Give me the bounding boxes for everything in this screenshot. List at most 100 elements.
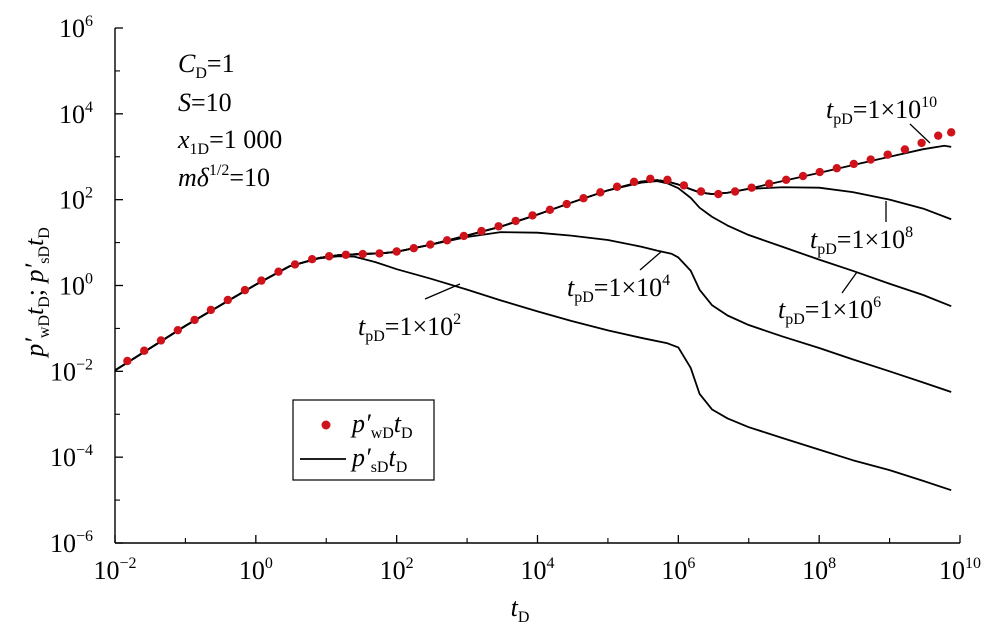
data-point-9 (274, 267, 283, 276)
y-label-sep: ; (20, 282, 49, 296)
data-point-32 (663, 175, 672, 185)
data-point-28 (596, 188, 605, 197)
data-point-1 (140, 346, 149, 355)
data-point-20 (459, 231, 469, 241)
label-tpd-1e8: tpD=1×108 (810, 201, 913, 258)
data-point-39 (781, 175, 791, 185)
data-point-36 (730, 187, 740, 196)
y-label-s2: D (36, 296, 53, 308)
x-tick-label-1: 100 (239, 555, 273, 585)
x-tick-label-5: 108 (802, 555, 836, 585)
curve-labels: tpD=1×1010 tpD=1×108 tpD=1×106 tpD=1×104… (358, 94, 937, 345)
y-label-s4: D (36, 227, 53, 239)
x-tick-label-0: 10−2 (93, 555, 136, 585)
data-point-7 (240, 285, 250, 295)
x-axis-label: tD (511, 593, 530, 626)
data-point-45 (883, 150, 892, 159)
legend-item-wd: p′wDtD (321, 409, 413, 442)
y-axis-label: p′wDtD; p′sDtD (20, 227, 53, 359)
legend-box (292, 399, 435, 481)
leader-line-1e4 (639, 250, 663, 271)
data-point-27 (579, 194, 588, 203)
data-point-43 (849, 159, 858, 169)
legend-item-sd: p′sDtD (300, 443, 407, 476)
leader-line-1e10 (909, 123, 931, 144)
legend-marker-dot (321, 420, 331, 430)
series-line-tpd-1e6 (114, 180, 952, 372)
data-point-42 (832, 164, 841, 173)
data-point-46 (900, 145, 910, 154)
x-label-main: t (511, 593, 519, 622)
y-label-p1: p′ (20, 338, 49, 359)
y-label-t1: t (20, 307, 49, 315)
data-point-13 (341, 250, 351, 259)
label-text-1e10: tpD=1×1010 (826, 94, 937, 128)
data-point-18 (426, 240, 435, 249)
data-point-26 (562, 199, 571, 209)
data-point-17 (409, 244, 418, 253)
param-cd: CD=1 (178, 49, 235, 82)
data-point-23 (511, 216, 520, 226)
label-tpd-1e6: tpD=1×106 (778, 271, 881, 328)
data-point-14 (358, 249, 367, 259)
data-point-19 (442, 236, 452, 245)
legend-label-wd: p′wDtD (350, 409, 413, 442)
legend-label-sd: p′sDtD (350, 443, 407, 476)
data-point-37 (747, 183, 756, 192)
label-tpd-1e2: tpD=1×102 (358, 283, 461, 345)
data-point-6 (223, 295, 233, 305)
label-text-1e4: tpD=1×104 (567, 272, 670, 306)
data-point-44 (866, 155, 875, 164)
parameters: CD=1 S=10 x1D=1 000 mδ1/2=10 (177, 49, 282, 192)
data-point-31 (646, 174, 655, 184)
y-tick-label-4: 102 (59, 185, 93, 215)
series-dots-wd (123, 128, 956, 366)
label-tpd-1e4: tpD=1×104 (567, 250, 670, 306)
param-mdelta: mδ1/2=10 (178, 162, 270, 192)
data-point-8 (257, 276, 266, 285)
data-point-22 (494, 222, 503, 231)
y-tick-label-0: 10−6 (50, 528, 93, 558)
label-text-1e8: tpD=1×108 (810, 224, 913, 258)
data-point-0 (123, 356, 132, 366)
y-tick-label-2: 10−2 (50, 356, 93, 386)
legend: p′wDtD p′sDtD (292, 399, 435, 481)
x-tick-label-2: 102 (380, 555, 414, 585)
data-point-11 (307, 255, 317, 264)
series-line-tpd-1e4 (114, 231, 952, 393)
data-point-4 (190, 315, 199, 325)
x-tick-label-4: 106 (661, 555, 695, 585)
series-line-tpd-1e8 (114, 179, 952, 372)
data-point-41 (815, 167, 824, 177)
data-point-2 (156, 336, 166, 345)
data-point-25 (545, 205, 555, 215)
param-x1d: x1D=1 000 (177, 125, 282, 158)
x-tick-label-3: 104 (521, 555, 555, 585)
y-label-s1: wD (36, 315, 53, 338)
x-label-sub: D (518, 609, 530, 626)
label-text-1e2: tpD=1×102 (358, 311, 461, 345)
data-point-29 (612, 182, 622, 191)
data-point-15 (375, 249, 384, 258)
data-point-40 (798, 171, 808, 181)
data-point-49 (947, 128, 956, 137)
y-tick-label-3: 100 (59, 271, 93, 301)
leader-line-1e2 (424, 283, 461, 300)
data-point-48 (933, 131, 943, 140)
data-point-21 (477, 226, 486, 236)
data-point-30 (629, 177, 639, 187)
leader-line-1e6 (841, 271, 858, 294)
y-label-s3: sD (36, 246, 53, 264)
data-point-5 (206, 305, 216, 315)
data-point-16 (392, 247, 401, 256)
data-point-10 (290, 260, 300, 269)
data-point-34 (696, 187, 706, 196)
data-point-38 (764, 179, 774, 188)
x-tick-label-6: 1010 (939, 555, 981, 585)
label-text-1e6: tpD=1×106 (778, 294, 881, 328)
data-point-35 (714, 189, 723, 199)
series-layer (114, 128, 956, 492)
y-tick-label-6: 106 (59, 13, 93, 43)
y-ticks: 10−6 10−4 10−2 100 102 104 106 (50, 13, 123, 558)
label-tpd-1e10: tpD=1×1010 (826, 94, 937, 144)
